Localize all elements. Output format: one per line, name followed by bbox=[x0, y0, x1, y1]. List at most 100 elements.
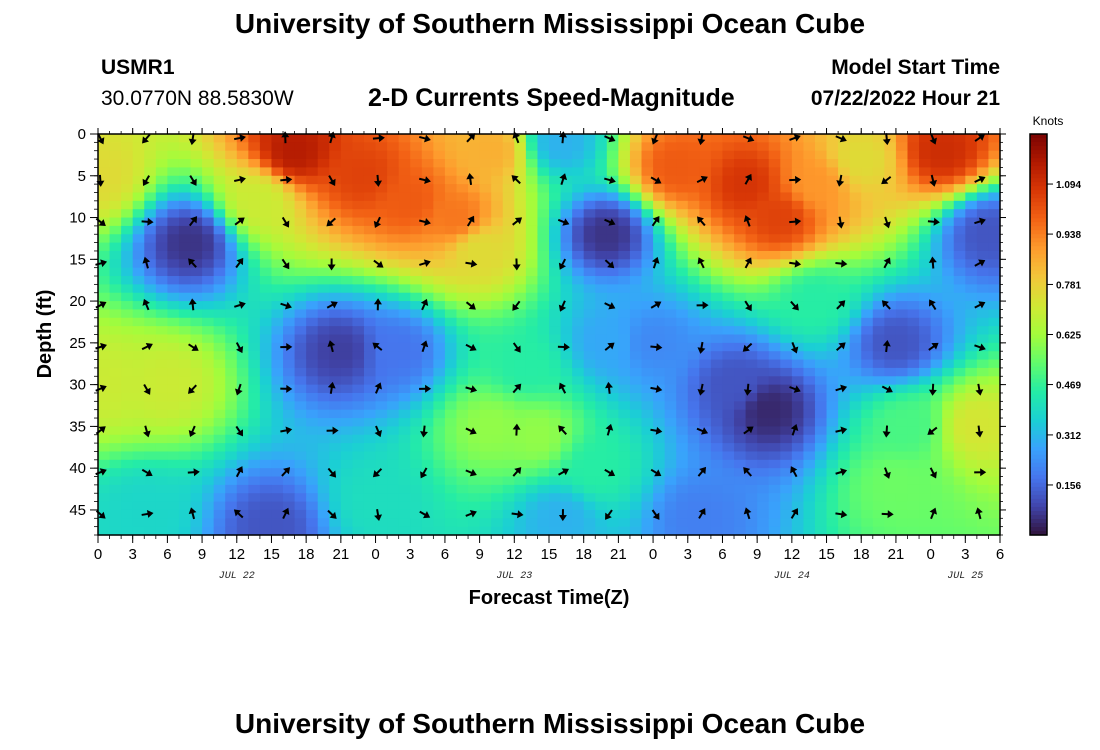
current-arrow bbox=[604, 259, 615, 269]
heatmap-cell bbox=[907, 234, 920, 244]
heatmap-cell bbox=[456, 217, 469, 227]
colorbar-segment bbox=[1030, 178, 1047, 183]
heatmap-cell bbox=[676, 259, 689, 269]
heatmap-cell bbox=[595, 426, 608, 436]
heatmap-cell bbox=[398, 134, 411, 143]
heatmap-cell bbox=[549, 384, 562, 394]
heatmap-cell bbox=[294, 200, 307, 210]
heatmap-cell bbox=[838, 250, 851, 260]
heatmap-cell bbox=[329, 451, 342, 461]
heatmap-cell bbox=[710, 342, 724, 352]
heatmap-cell bbox=[479, 167, 492, 177]
current-arrow bbox=[512, 467, 522, 477]
heatmap-cell bbox=[502, 392, 515, 402]
heatmap-cell bbox=[502, 326, 515, 336]
heatmap-cell bbox=[641, 184, 654, 194]
heatmap-cell bbox=[595, 175, 608, 185]
heatmap-cell bbox=[641, 167, 654, 177]
heatmap-cell bbox=[514, 493, 527, 503]
current-arrow bbox=[927, 217, 940, 226]
heatmap-cell bbox=[884, 250, 897, 260]
heatmap-cell bbox=[826, 392, 839, 402]
heatmap-cell bbox=[444, 351, 458, 361]
heatmap-cell bbox=[676, 526, 689, 536]
heatmap-cell bbox=[514, 267, 527, 277]
heatmap-cell bbox=[248, 192, 261, 202]
heatmap-cell bbox=[502, 142, 515, 152]
heatmap-cell bbox=[560, 209, 573, 219]
heatmap-cell bbox=[549, 359, 562, 369]
heatmap-cell bbox=[780, 334, 793, 344]
colorbar-segment bbox=[1030, 330, 1047, 336]
x-tick-label: 0 bbox=[94, 546, 102, 563]
heatmap-cell bbox=[895, 351, 909, 361]
heatmap-cell bbox=[456, 292, 469, 302]
heatmap-cell bbox=[514, 175, 527, 185]
heatmap-cell bbox=[676, 217, 689, 227]
heatmap-cell bbox=[861, 518, 874, 528]
heatmap-cell bbox=[155, 267, 168, 277]
heatmap-cell bbox=[745, 451, 758, 461]
heatmap-cell bbox=[930, 376, 943, 386]
heatmap-cell bbox=[953, 192, 966, 202]
heatmap-cell bbox=[919, 225, 932, 235]
heatmap-cell bbox=[664, 376, 677, 386]
heatmap-cell bbox=[560, 142, 573, 152]
heatmap-cell bbox=[363, 284, 377, 294]
heatmap-cell bbox=[294, 225, 307, 235]
heatmap-cell bbox=[167, 476, 180, 486]
heatmap-cell bbox=[583, 518, 596, 528]
heatmap-cell bbox=[410, 443, 423, 453]
heatmap-cell bbox=[872, 317, 885, 327]
heatmap-cell bbox=[629, 150, 643, 160]
heatmap-cell bbox=[641, 367, 654, 377]
current-arrow bbox=[373, 174, 382, 187]
heatmap-cell bbox=[757, 351, 770, 361]
heatmap-cell bbox=[537, 367, 550, 377]
heatmap-cell bbox=[525, 493, 539, 503]
heatmap-cell bbox=[895, 476, 909, 486]
heatmap-cell bbox=[352, 276, 365, 285]
heatmap-cell bbox=[676, 468, 689, 478]
heatmap-cell bbox=[791, 443, 805, 453]
heatmap-cell bbox=[687, 175, 700, 185]
heatmap-cell bbox=[722, 334, 735, 344]
heatmap-cell bbox=[849, 434, 862, 444]
heatmap-cell bbox=[861, 493, 874, 503]
x-tick-label: 21 bbox=[610, 546, 627, 563]
current-arrow bbox=[974, 301, 986, 309]
heatmap-cell bbox=[676, 276, 689, 285]
heatmap-cell bbox=[444, 409, 458, 419]
heatmap-cell bbox=[780, 468, 793, 478]
heatmap-cell bbox=[433, 426, 446, 436]
colorbar-segment bbox=[1030, 406, 1047, 412]
current-arrow bbox=[419, 218, 431, 226]
current-arrow bbox=[650, 176, 662, 184]
heatmap-cell bbox=[872, 292, 885, 302]
heatmap-cell bbox=[444, 359, 458, 369]
heatmap-cell bbox=[444, 526, 458, 536]
heatmap-cell bbox=[687, 409, 700, 419]
heatmap-cell bbox=[363, 342, 377, 352]
heatmap-cell bbox=[433, 342, 446, 352]
heatmap-cell bbox=[109, 159, 122, 169]
heatmap-cell bbox=[294, 276, 307, 285]
heatmap-cell bbox=[283, 518, 296, 528]
heatmap-cell bbox=[363, 518, 377, 528]
heatmap-cell bbox=[780, 359, 793, 369]
heatmap-cell bbox=[907, 484, 920, 494]
heatmap-cell bbox=[942, 217, 955, 227]
heatmap-cell bbox=[629, 359, 643, 369]
heatmap-cell bbox=[444, 142, 458, 152]
heatmap-cell bbox=[167, 184, 180, 194]
heatmap-cell bbox=[294, 267, 307, 277]
heatmap-cell bbox=[178, 367, 192, 377]
heatmap-cell bbox=[895, 292, 909, 302]
heatmap-cell bbox=[132, 317, 145, 327]
heatmap-cell bbox=[375, 234, 388, 244]
heatmap-cell bbox=[930, 292, 943, 302]
heatmap-cell bbox=[202, 401, 215, 411]
heatmap-cell bbox=[942, 259, 955, 269]
heatmap-cell bbox=[502, 434, 515, 444]
heatmap-cell bbox=[884, 234, 897, 244]
